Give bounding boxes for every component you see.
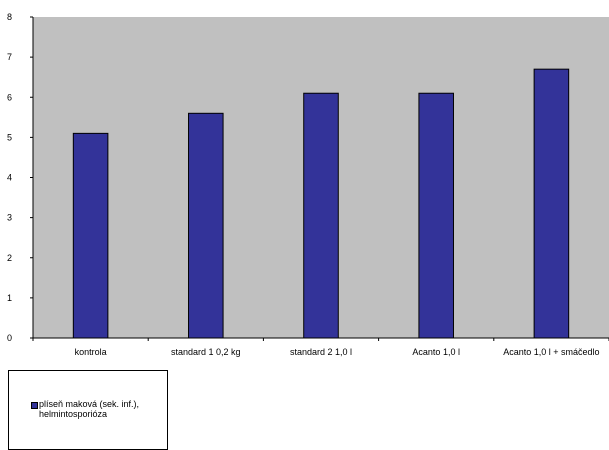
y-tick-label: 3 <box>7 213 12 223</box>
legend: plíseň maková (sek. inf.), helmintospori… <box>8 370 168 450</box>
y-tick-label: 7 <box>7 52 12 62</box>
bar-4 <box>418 92 454 339</box>
x-tick-label: Acanto 1,0 l + smáčedlo <box>503 347 599 357</box>
bar-2 <box>188 112 224 339</box>
y-tick-label: 1 <box>7 293 12 303</box>
y-tick-label: 8 <box>7 12 12 22</box>
axes <box>30 16 609 341</box>
legend-swatch <box>31 402 38 409</box>
x-tick-label: Acanto 1,0 l <box>412 347 460 357</box>
y-tick-label: 6 <box>7 92 12 102</box>
bars <box>72 68 570 339</box>
y-tick-label: 4 <box>7 173 12 183</box>
x-tick-label: kontrola <box>75 347 107 357</box>
y-tick-label: 2 <box>7 253 12 263</box>
bar-1 <box>72 132 109 339</box>
bar-3 <box>303 92 339 339</box>
y-tick-label: 0 <box>7 333 12 343</box>
tick-labels: 0 1 2 3 4 5 6 7 8 kontrola standard 1 0,2 kg standa… <box>7 12 600 357</box>
x-tick-label: standard 1 0,2 kg <box>171 347 241 357</box>
y-tick-label: 5 <box>7 132 12 142</box>
bar-5 <box>533 68 570 339</box>
legend-label: plíseň maková (sek. inf.), helmintospori… <box>39 399 140 419</box>
x-tick-label: standard 2 1,0 l <box>290 347 352 357</box>
